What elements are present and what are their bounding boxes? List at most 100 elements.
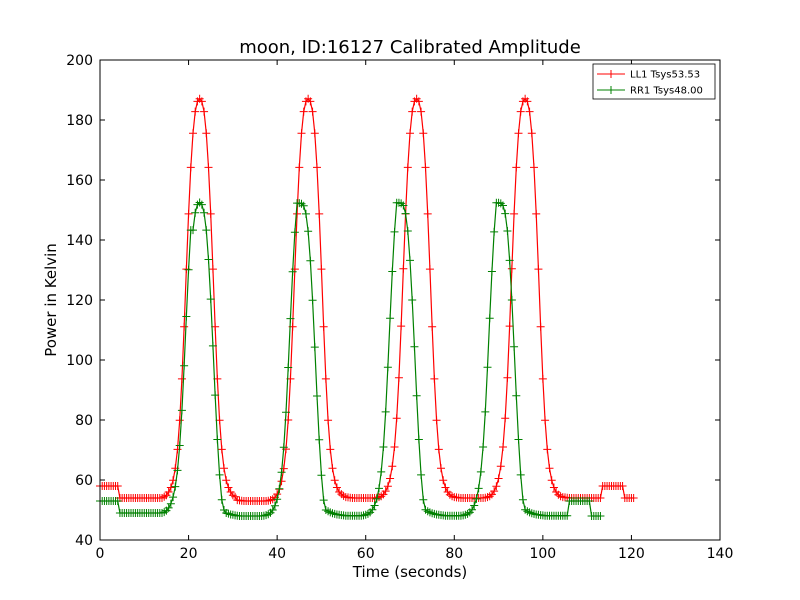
data-point-marker xyxy=(434,445,443,454)
data-point-marker xyxy=(397,322,406,331)
chart-title: moon, ID:16127 Calibrated Amplitude xyxy=(239,37,581,58)
data-point-marker xyxy=(164,503,173,512)
data-point-marker xyxy=(222,476,231,485)
legend-marker-rr1 xyxy=(607,86,615,94)
data-point-marker xyxy=(406,129,414,138)
data-point-marker xyxy=(430,374,439,383)
data-point-marker xyxy=(399,201,408,210)
data-point-marker xyxy=(308,107,317,116)
data-point-marker xyxy=(368,505,377,514)
y-tick-label: 100 xyxy=(66,353,93,369)
data-point-marker xyxy=(224,483,233,492)
data-point-marker xyxy=(510,342,519,351)
data-point-marker xyxy=(189,226,197,235)
data-point-marker xyxy=(419,129,428,138)
data-point-marker xyxy=(217,495,226,504)
x-tick-label: 60 xyxy=(357,546,375,562)
data-point-marker xyxy=(288,267,297,276)
data-point-marker xyxy=(208,265,217,274)
data-point-marker xyxy=(499,443,507,451)
data-point-marker xyxy=(315,435,324,444)
data-point-marker xyxy=(629,494,638,502)
data-point-marker xyxy=(171,482,180,491)
data-point-marker xyxy=(490,487,499,496)
data-point-marker xyxy=(164,488,173,496)
data-point-marker xyxy=(525,107,534,116)
data-point-marker xyxy=(437,464,445,473)
data-point-marker xyxy=(516,470,525,479)
data-point-marker xyxy=(403,163,412,172)
data-point-marker xyxy=(277,468,286,477)
data-point-marker xyxy=(306,97,315,106)
data-point-marker xyxy=(319,496,328,505)
data-point-marker xyxy=(485,314,494,323)
data-point-marker xyxy=(425,265,434,274)
data-point-marker xyxy=(370,501,379,510)
y-tick-label: 200 xyxy=(66,53,93,69)
data-point-marker xyxy=(224,509,233,518)
data-point-marker xyxy=(299,107,308,116)
data-point-marker xyxy=(507,264,516,273)
data-point-marker xyxy=(412,391,421,400)
data-point-marker xyxy=(191,107,200,116)
data-point-marker xyxy=(428,322,437,331)
data-point-marker xyxy=(293,209,302,218)
data-point-marker xyxy=(182,312,191,321)
data-point-marker xyxy=(534,265,543,274)
data-point-marker xyxy=(487,267,496,276)
data-point-marker xyxy=(563,511,572,520)
data-point-marker xyxy=(264,496,273,505)
data-point-marker xyxy=(417,107,426,116)
data-point-marker xyxy=(306,256,315,265)
data-point-marker xyxy=(549,483,558,492)
data-point-marker xyxy=(501,209,510,218)
data-point-marker xyxy=(510,209,519,218)
data-point-marker xyxy=(197,200,206,209)
series-2 xyxy=(96,199,605,520)
y-tick-label: 160 xyxy=(66,173,93,189)
data-point-marker xyxy=(408,107,417,116)
data-point-marker xyxy=(403,227,412,235)
data-point-marker xyxy=(324,416,333,425)
data-point-marker xyxy=(596,494,605,502)
data-point-marker xyxy=(516,107,525,116)
data-point-marker xyxy=(268,506,277,514)
x-axis-label: Time (seconds) xyxy=(352,563,468,581)
data-point-marker xyxy=(175,416,184,425)
data-point-marker xyxy=(536,322,545,331)
data-point-marker xyxy=(494,474,503,483)
data-point-marker xyxy=(381,487,390,496)
x-tick-label: 40 xyxy=(268,546,286,562)
data-point-marker xyxy=(523,97,532,106)
x-tick-label: 20 xyxy=(180,546,198,562)
plot-frame xyxy=(99,59,721,541)
data-point-marker xyxy=(432,416,441,425)
data-point-marker xyxy=(383,363,392,372)
data-point-marker xyxy=(472,494,481,503)
data-point-marker xyxy=(295,163,304,172)
data-point-marker xyxy=(197,97,206,106)
data-point-marker xyxy=(270,501,279,510)
legend-label-rr1: RR1 Tsys48.00 xyxy=(630,86,703,97)
data-point-marker xyxy=(284,363,293,372)
data-point-marker xyxy=(381,407,390,416)
data-point-marker xyxy=(189,129,197,138)
data-point-marker xyxy=(505,256,514,265)
data-point-marker xyxy=(202,129,211,138)
data-point-marker xyxy=(481,407,490,416)
data-point-marker xyxy=(514,435,523,444)
data-point-marker xyxy=(596,512,605,520)
data-point-marker xyxy=(279,464,288,473)
data-point-marker xyxy=(507,296,516,304)
series-layer xyxy=(96,95,638,520)
data-point-marker xyxy=(499,201,507,210)
data-point-marker xyxy=(417,470,426,479)
data-point-marker xyxy=(290,228,299,237)
data-point-marker xyxy=(319,322,328,331)
data-point-marker xyxy=(501,414,510,423)
legend-label-ll1: LL1 Tsys53.53 xyxy=(630,70,700,81)
data-point-marker xyxy=(547,476,556,485)
y-tick-label: 180 xyxy=(66,113,93,129)
data-point-marker xyxy=(543,445,552,454)
data-point-marker xyxy=(388,462,397,471)
